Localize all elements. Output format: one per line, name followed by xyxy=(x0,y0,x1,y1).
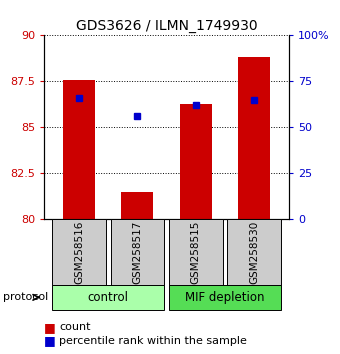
FancyBboxPatch shape xyxy=(52,285,164,310)
FancyBboxPatch shape xyxy=(169,285,281,310)
Text: count: count xyxy=(59,322,91,332)
Bar xyxy=(121,192,153,219)
Text: GSM258517: GSM258517 xyxy=(133,221,142,284)
Text: GSM258530: GSM258530 xyxy=(249,221,259,284)
Text: ■: ■ xyxy=(44,334,56,347)
FancyBboxPatch shape xyxy=(52,219,106,285)
Title: GDS3626 / ILMN_1749930: GDS3626 / ILMN_1749930 xyxy=(76,19,257,33)
FancyBboxPatch shape xyxy=(169,219,223,285)
Bar xyxy=(238,57,270,219)
Text: MIF depletion: MIF depletion xyxy=(185,291,265,304)
FancyBboxPatch shape xyxy=(227,219,281,285)
FancyBboxPatch shape xyxy=(110,219,164,285)
Text: ■: ■ xyxy=(44,321,56,334)
Text: GSM258515: GSM258515 xyxy=(191,221,201,284)
Text: protocol: protocol xyxy=(3,292,49,302)
Bar xyxy=(180,103,212,219)
Text: GSM258516: GSM258516 xyxy=(74,221,84,284)
Text: control: control xyxy=(88,291,129,304)
Text: percentile rank within the sample: percentile rank within the sample xyxy=(59,336,248,346)
Bar xyxy=(63,80,95,219)
